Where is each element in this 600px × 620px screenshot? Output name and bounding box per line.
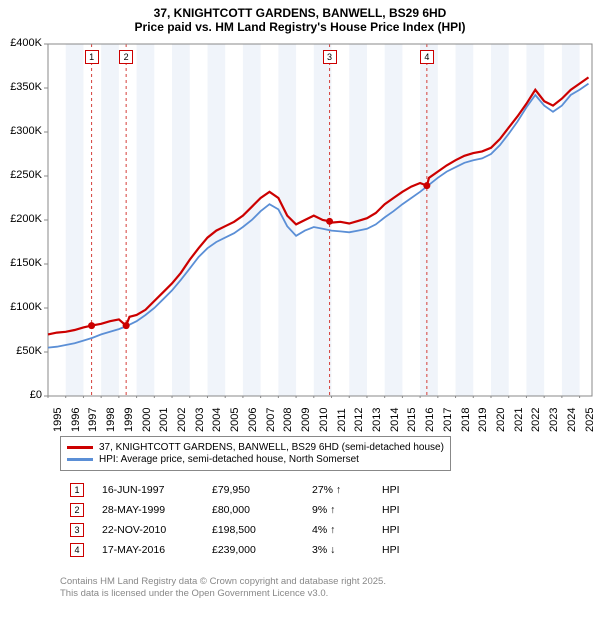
x-tick-label: 2008 — [282, 408, 294, 432]
x-tick-label: 1995 — [52, 408, 64, 432]
x-tick-label: 2015 — [406, 408, 418, 432]
x-tick-label: 2024 — [566, 408, 578, 432]
x-tick-label: 2005 — [229, 408, 241, 432]
x-tick-label: 2022 — [530, 408, 542, 432]
sale-date: 17-MAY-2016 — [102, 544, 212, 556]
sale-tag: HPI — [382, 484, 422, 496]
sale-row: 1 16-JUN-1997£79,95027% ↑HPI — [70, 480, 422, 500]
y-tick-label: £200K — [0, 213, 42, 225]
y-tick-label: £150K — [0, 257, 42, 269]
y-tick-label: £100K — [0, 301, 42, 313]
footer-attribution: Contains HM Land Registry data © Crown c… — [60, 576, 386, 601]
sale-price: £239,000 — [212, 544, 312, 556]
x-tick-label: 2018 — [460, 408, 472, 432]
sale-marker: 1 — [70, 483, 84, 497]
x-tick-label: 2017 — [442, 408, 454, 432]
sale-pct: 27% ↑ — [312, 484, 382, 496]
sale-price: £80,000 — [212, 504, 312, 516]
y-tick-label: £0 — [0, 389, 42, 401]
sale-row: 4 17-MAY-2016£239,0003% ↓HPI — [70, 540, 422, 560]
sale-marker: 4 — [70, 543, 84, 557]
footer-line2: This data is licensed under the Open Gov… — [60, 588, 386, 600]
legend-swatch — [67, 458, 93, 461]
x-tick-label: 2011 — [336, 408, 348, 432]
legend-label: HPI: Average price, semi-detached house,… — [99, 454, 359, 465]
sale-pct: 9% ↑ — [312, 504, 382, 516]
x-tick-label: 2013 — [371, 408, 383, 432]
sale-tag: HPI — [382, 524, 422, 536]
x-tick-label: 2007 — [265, 408, 277, 432]
x-tick-label: 2004 — [211, 408, 223, 432]
x-tick-label: 2020 — [495, 408, 507, 432]
sale-date: 22-NOV-2010 — [102, 524, 212, 536]
x-tick-label: 1997 — [87, 408, 99, 432]
sale-row: 3 22-NOV-2010£198,5004% ↑HPI — [70, 520, 422, 540]
sales-data-table: 116-JUN-1997£79,95027% ↑HPI228-MAY-1999£… — [70, 480, 422, 560]
x-tick-label: 2021 — [513, 408, 525, 432]
x-tick-label: 2009 — [300, 408, 312, 432]
legend-item: 37, KNIGHTCOTT GARDENS, BANWELL, BS29 6H… — [67, 442, 444, 453]
x-tick-label: 2003 — [194, 408, 206, 432]
sale-tag: HPI — [382, 504, 422, 516]
y-tick-label: £300K — [0, 125, 42, 137]
y-tick-label: £350K — [0, 81, 42, 93]
sale-pct: 4% ↑ — [312, 524, 382, 536]
chart-marker-3: 3 — [323, 50, 337, 64]
sale-price: £79,950 — [212, 484, 312, 496]
x-tick-label: 2006 — [247, 408, 259, 432]
x-tick-label: 2012 — [353, 408, 365, 432]
y-tick-label: £250K — [0, 169, 42, 181]
sale-tag: HPI — [382, 544, 422, 556]
x-tick-label: 2023 — [548, 408, 560, 432]
x-tick-label: 2014 — [389, 408, 401, 432]
sale-price: £198,500 — [212, 524, 312, 536]
chart-marker-1: 1 — [85, 50, 99, 64]
x-tick-label: 1999 — [123, 408, 135, 432]
x-tick-label: 2000 — [141, 408, 153, 432]
x-tick-label: 2002 — [176, 408, 188, 432]
legend-item: HPI: Average price, semi-detached house,… — [67, 454, 444, 465]
y-tick-label: £400K — [0, 37, 42, 49]
x-tick-label: 2016 — [424, 408, 436, 432]
legend-label: 37, KNIGHTCOTT GARDENS, BANWELL, BS29 6H… — [99, 442, 444, 453]
sale-row: 2 28-MAY-1999£80,0009% ↑HPI — [70, 500, 422, 520]
y-tick-label: £50K — [0, 345, 42, 357]
sale-date: 28-MAY-1999 — [102, 504, 212, 516]
sale-date: 16-JUN-1997 — [102, 484, 212, 496]
sale-marker: 2 — [70, 503, 84, 517]
sale-pct: 3% ↓ — [312, 544, 382, 556]
footer-line1: Contains HM Land Registry data © Crown c… — [60, 576, 386, 588]
x-tick-label: 2019 — [477, 408, 489, 432]
x-tick-label: 2025 — [584, 408, 596, 432]
x-tick-label: 1998 — [105, 408, 117, 432]
chart-marker-4: 4 — [420, 50, 434, 64]
x-tick-label: 2001 — [158, 408, 170, 432]
legend-swatch — [67, 446, 93, 449]
chart-marker-2: 2 — [119, 50, 133, 64]
x-tick-label: 1996 — [70, 408, 82, 432]
chart-legend: 37, KNIGHTCOTT GARDENS, BANWELL, BS29 6H… — [60, 436, 451, 471]
x-tick-label: 2010 — [318, 408, 330, 432]
sale-marker: 3 — [70, 523, 84, 537]
